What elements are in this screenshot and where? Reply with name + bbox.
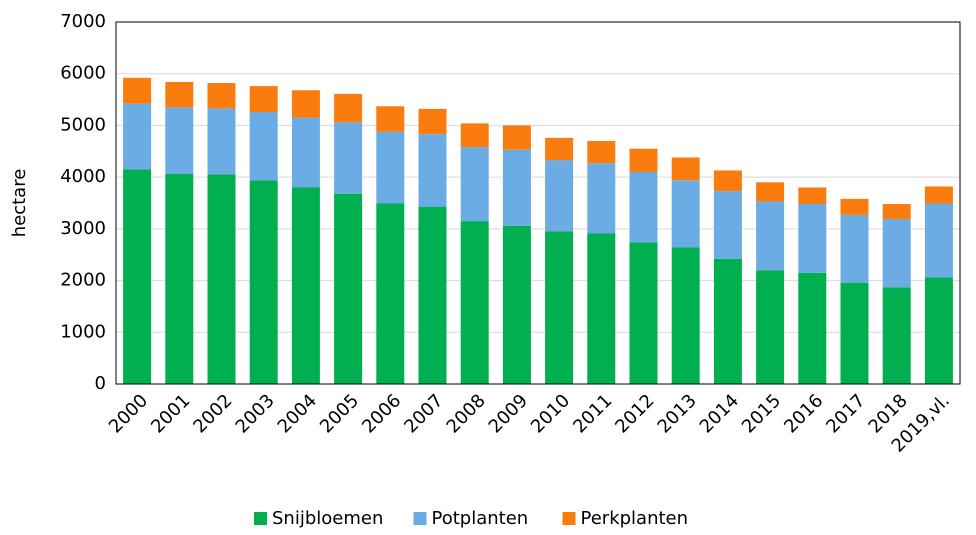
legend-label: Snijbloemen [272,508,383,529]
legend-label: Potplanten [432,508,529,529]
bar-segment [840,282,869,384]
y-tick-label: 7000 [60,11,106,32]
bar-segment [418,206,447,384]
x-tick-label: 2005 [316,390,363,437]
bar-segment [587,140,616,164]
y-tick-label: 1000 [60,321,106,342]
legend-swatch [413,512,427,525]
bar-segment [545,231,574,384]
bar-segment [798,187,827,205]
bar-segment [334,93,363,123]
bar-segment [165,174,194,384]
y-tick-label: 4000 [60,166,106,187]
bar-segment [165,81,194,108]
x-tick-label: 2013 [654,390,701,437]
bar-segment [587,163,616,234]
bar-segment [713,191,742,259]
bar-segment [376,203,405,384]
legend-swatch [254,512,267,525]
bar-segment [418,134,447,207]
bar-segment [671,157,700,181]
bar-segment [207,174,236,384]
bar-segment [671,247,700,384]
x-tick-label: 2011 [569,390,616,437]
x-tick-label: 2010 [527,390,574,437]
bar-segment [207,83,236,109]
bar-segment [165,107,194,175]
bar-segment [756,201,785,271]
x-tick-label: 2000 [105,390,152,437]
bar-segment [207,108,236,175]
x-tick-label: 2006 [358,390,405,437]
bar-segment [249,180,278,384]
bar-segment [840,198,869,215]
x-tick-label: 2008 [443,390,490,437]
bar-segment [123,103,152,170]
bar-segment [123,169,152,384]
bar-segment [460,221,489,384]
y-tick-label: 2000 [60,270,106,291]
bar-segment [545,160,574,232]
bar-segment [123,77,152,104]
bar-segment [882,219,911,288]
x-tick-label: 2014 [696,390,743,437]
plot-border [115,21,961,385]
bar-segment [756,182,785,202]
bar-segment [502,149,531,226]
bar-segment [249,86,278,112]
bar-segment [756,270,785,384]
bar-segment [924,277,953,384]
x-tick-label: 2015 [738,390,785,437]
legend-swatch [562,512,576,525]
bar-segment [291,117,320,188]
bar-segment [882,204,911,220]
legend-label: Perkplanten [581,508,689,529]
x-tick-label: 2001 [147,390,194,437]
bar-segment [460,123,489,148]
bar-segment [713,170,742,192]
bar-segment [629,242,658,384]
x-tick-label: 2016 [780,390,827,437]
bar-segment [713,258,742,384]
bar-segment [798,204,827,273]
bar-segment [291,90,320,118]
bar-segment [249,111,278,181]
x-tick-label: 2002 [189,390,236,437]
bar-segment [334,193,363,384]
bar-segment [291,187,320,384]
bar-segment [502,225,531,384]
bar-segment [629,148,658,172]
bar-segment [587,233,616,384]
bar-segment [629,171,658,243]
y-tick-label: 5000 [60,114,106,135]
x-tick-label: 2017 [822,390,869,437]
x-tick-label: 2007 [400,390,447,437]
bar-segment [418,108,447,135]
bar-segment [376,106,405,132]
bar-segment [924,186,953,204]
y-axis-label: hectare [9,169,30,238]
bar-segment [502,125,531,150]
bar-segment [798,272,827,384]
y-tick-label: 3000 [60,218,106,239]
x-tick-label: 2004 [274,390,321,437]
bar-segment [882,287,911,384]
x-tick-label: 2003 [232,390,279,437]
bar-segment [840,214,869,283]
bar-segment [924,203,953,278]
x-tick-label: 2009 [485,390,532,437]
bar-segment [545,137,574,161]
y-tick-label: 0 [95,373,106,394]
y-tick-label: 6000 [60,63,106,84]
bar-segment [460,147,489,222]
x-tick-label: 2012 [611,390,658,437]
bar-segment [671,180,700,248]
bar-segment [334,122,363,194]
bar-segment [376,131,405,204]
